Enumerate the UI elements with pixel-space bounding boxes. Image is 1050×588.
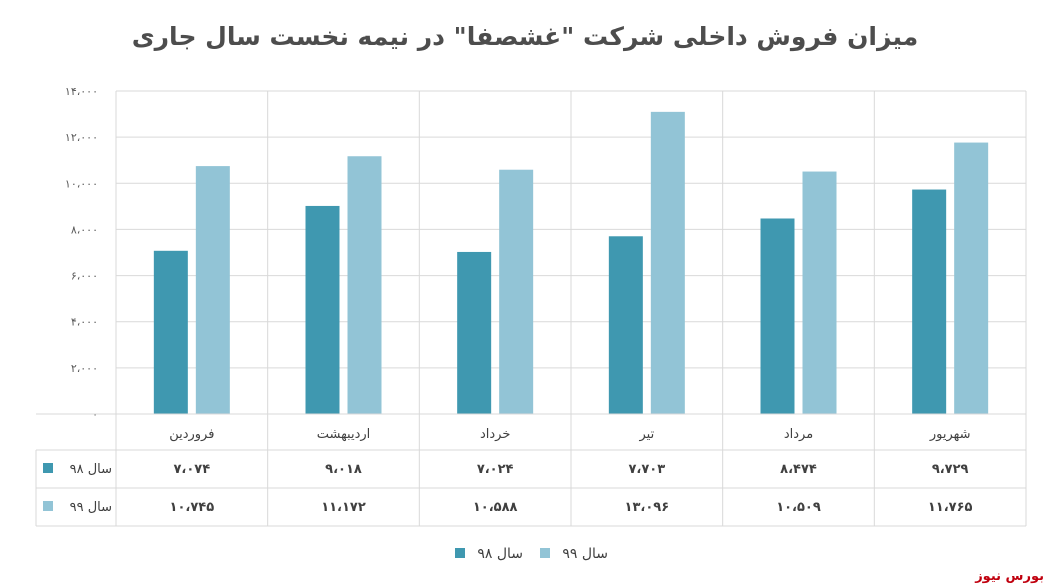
bar [195,166,230,414]
category-label: مرداد [784,427,813,442]
gridlines [115,90,1027,526]
y-tick-label: ۱۲،۰۰۰ [65,131,98,144]
category-label: شهریور [929,427,971,442]
data-label: ۹،۷۲۹ [932,462,969,477]
series-key [43,501,53,511]
chart-title: میزان فروش داخلی شرکت "غشصفا" در نیمه نخ… [131,22,919,51]
data-label: ۷،۰۷۴ [173,462,210,477]
bar [153,250,188,414]
y-tick-label: ۸،۰۰۰ [71,223,98,236]
bar [457,251,492,414]
bar [650,111,685,415]
y-tick-label: ۱۴،۰۰۰ [65,85,98,98]
bar [608,236,643,414]
category-label: فروردین [169,427,214,442]
bar [912,189,947,414]
data-label: ۱۳،۰۹۶ [625,500,670,515]
legend-label: سال ۹۸ [477,546,523,562]
data-label: ۱۱،۱۷۲ [321,500,366,515]
bar [305,205,340,414]
data-label: ۷،۷۰۳ [628,462,665,477]
bar [347,156,382,414]
bars [153,111,989,415]
category-label: اردیبهشت [317,427,371,442]
data-table: فروردین اردیبهشت خرداد تیر مرداد شهریور سال ۹۸… [35,413,1026,527]
data-label: ۱۱،۷۶۵ [928,500,973,515]
y-tick-label: ۲،۰۰۰ [71,362,98,375]
category-label: تیر [638,427,654,442]
y-tick-label: ۱۰،۰۰۰ [65,177,98,190]
series-name: سال ۹۹ [70,500,112,515]
bar [499,169,534,414]
data-label: ۹،۰۱۸ [325,462,362,477]
source-label: بورس نیوز [975,569,1044,584]
data-label: ۱۰،۵۰۹ [776,500,821,515]
y-tick-label: ۶،۰۰۰ [71,270,98,283]
series-name: سال ۹۸ [70,462,112,477]
data-label: ۱۰،۵۸۸ [473,500,518,515]
legend: سال ۹۸ سال ۹۹ [455,546,608,562]
legend-label: سال ۹۹ [562,546,608,562]
data-label: ۸،۴۷۴ [780,462,817,477]
category-label: خرداد [480,427,510,442]
data-label: ۷،۰۲۴ [477,462,514,477]
legend-swatch [455,548,465,558]
bar [802,171,837,414]
bar [760,218,795,414]
legend-swatch [540,548,550,558]
y-tick-label: ۴،۰۰۰ [71,316,98,329]
series-key [43,463,53,473]
bar [954,142,989,414]
data-label: ۱۰،۷۴۵ [170,500,215,515]
